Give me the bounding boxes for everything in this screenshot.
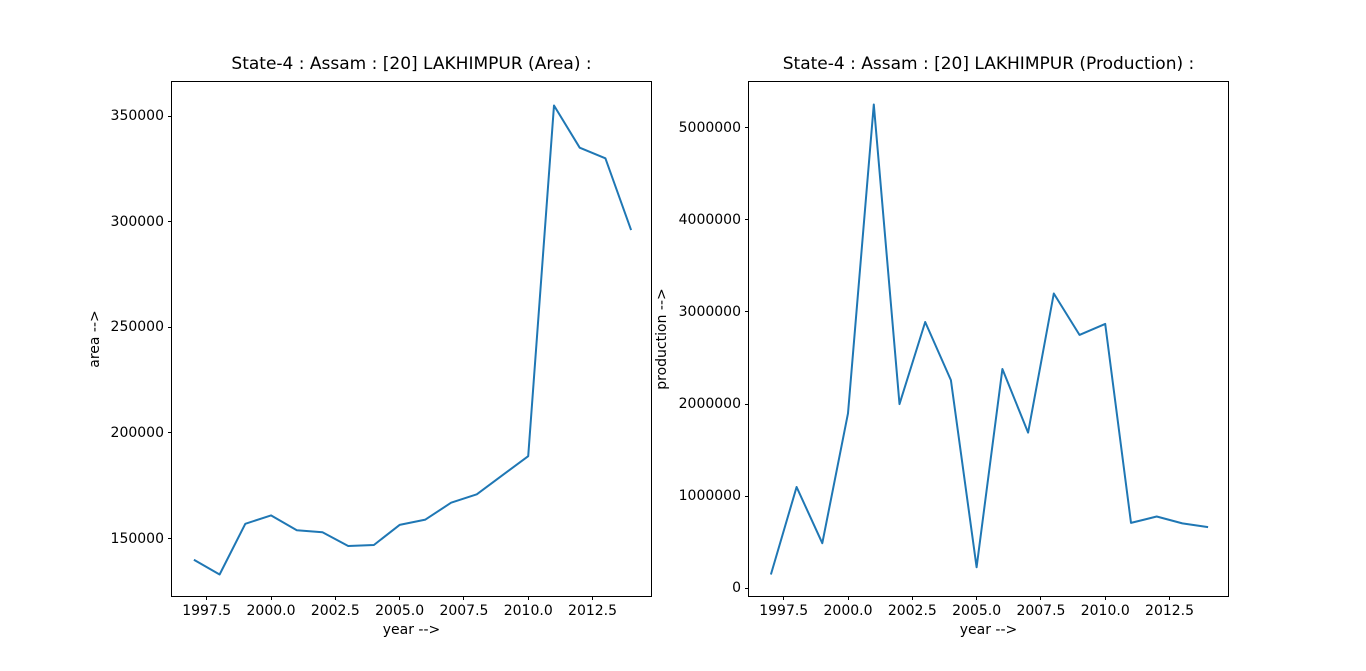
area-x-axis-label: year --> <box>382 622 441 638</box>
production-y-tick-label: 5000000 <box>678 119 741 136</box>
area-y-tick-label: 250000 <box>110 319 164 336</box>
production-x-tick-label: 2002.5 <box>887 603 937 619</box>
production-y-tick-label: 4000000 <box>678 211 741 228</box>
production-x-tick-label: 2012.5 <box>1145 603 1195 619</box>
area-y-tick-label: 150000 <box>110 530 164 547</box>
area-y-axis-label: area --> <box>87 310 103 368</box>
production-x-tick-mark <box>1104 596 1106 600</box>
area-chart-plot-area: 1997.5 2000.0 2002.5 2005.0 2007.5 2010.0 2012… <box>111 81 652 619</box>
area-y-tick-mark <box>168 326 172 328</box>
production-y-axis-label: production --> <box>654 288 670 390</box>
production-x-tick-mark <box>976 596 978 600</box>
production-chart-title: State-4 : Assam : [20] LAKHIMPUR (Produc… <box>782 54 1195 74</box>
area-y-tick-label: 350000 <box>110 108 164 125</box>
area-x-tick-mark <box>270 596 272 600</box>
area-x-tick-label: 2010.0 <box>503 603 553 619</box>
area-x-tick-label: 2012.5 <box>568 603 618 619</box>
area-y-tick-mark <box>168 115 172 117</box>
production-x-tick-mark <box>1040 596 1042 600</box>
production-chart-plot-area: 1997.5 2000.0 2002.5 2005.0 2007.5 2010.0 2012… <box>679 81 1229 619</box>
production-x-tick-mark <box>1169 596 1171 600</box>
area-x-tick-label: 2005.0 <box>375 603 425 619</box>
production-y-tick-mark <box>745 311 749 313</box>
production-y-tick-label: 0 <box>732 580 741 597</box>
area-x-tick-mark <box>399 596 401 600</box>
production-x-tick-mark <box>847 596 849 600</box>
production-y-tick-label: 2000000 <box>678 396 741 413</box>
area-x-tick-mark <box>527 596 529 600</box>
area-x-tick-mark <box>592 596 594 600</box>
area-y-tick-label: 300000 <box>110 213 164 230</box>
area-y-tick-label: 200000 <box>110 424 164 441</box>
production-x-tick-label: 2007.5 <box>1016 603 1066 619</box>
production-y-tick-label: 3000000 <box>678 303 741 320</box>
production-y-tick-mark <box>745 495 749 497</box>
area-y-tick-mark <box>168 432 172 434</box>
area-x-tick-mark <box>206 596 208 600</box>
production-plot-svg <box>769 103 1209 575</box>
area-y-tick-mark <box>168 538 172 540</box>
area-x-tick-label: 2007.5 <box>439 603 489 619</box>
area-x-tick-label: 2000.0 <box>246 603 296 619</box>
production-x-tick-label: 2010.0 <box>1080 603 1130 619</box>
area-x-tick-mark <box>334 596 336 600</box>
production-x-tick-mark <box>911 596 913 600</box>
production-y-tick-mark <box>745 127 749 129</box>
area-plot-svg <box>193 104 633 576</box>
area-x-tick-label: 2002.5 <box>310 603 360 619</box>
area-x-tick-mark <box>463 596 465 600</box>
production-y-tick-label: 1000000 <box>678 488 741 505</box>
area-y-tick-mark <box>168 221 172 223</box>
production-x-tick-label: 2005.0 <box>952 603 1002 619</box>
production-y-tick-mark <box>745 403 749 405</box>
area-line-series <box>193 104 633 576</box>
production-x-tick-label: 1997.5 <box>759 603 809 619</box>
production-line-series <box>769 103 1209 575</box>
production-x-tick-label: 2000.0 <box>823 603 873 619</box>
production-x-tick-mark <box>783 596 785 600</box>
production-y-tick-mark <box>745 587 749 589</box>
area-x-tick-label: 1997.5 <box>182 603 232 619</box>
production-y-tick-mark <box>745 219 749 221</box>
area-chart-title: State-4 : Assam : [20] LAKHIMPUR (Area) … <box>231 54 592 74</box>
production-x-axis-label: year --> <box>959 622 1018 638</box>
